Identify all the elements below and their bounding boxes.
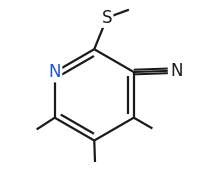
Text: N: N [170, 62, 182, 80]
Text: N: N [49, 63, 61, 81]
Text: S: S [102, 9, 112, 27]
